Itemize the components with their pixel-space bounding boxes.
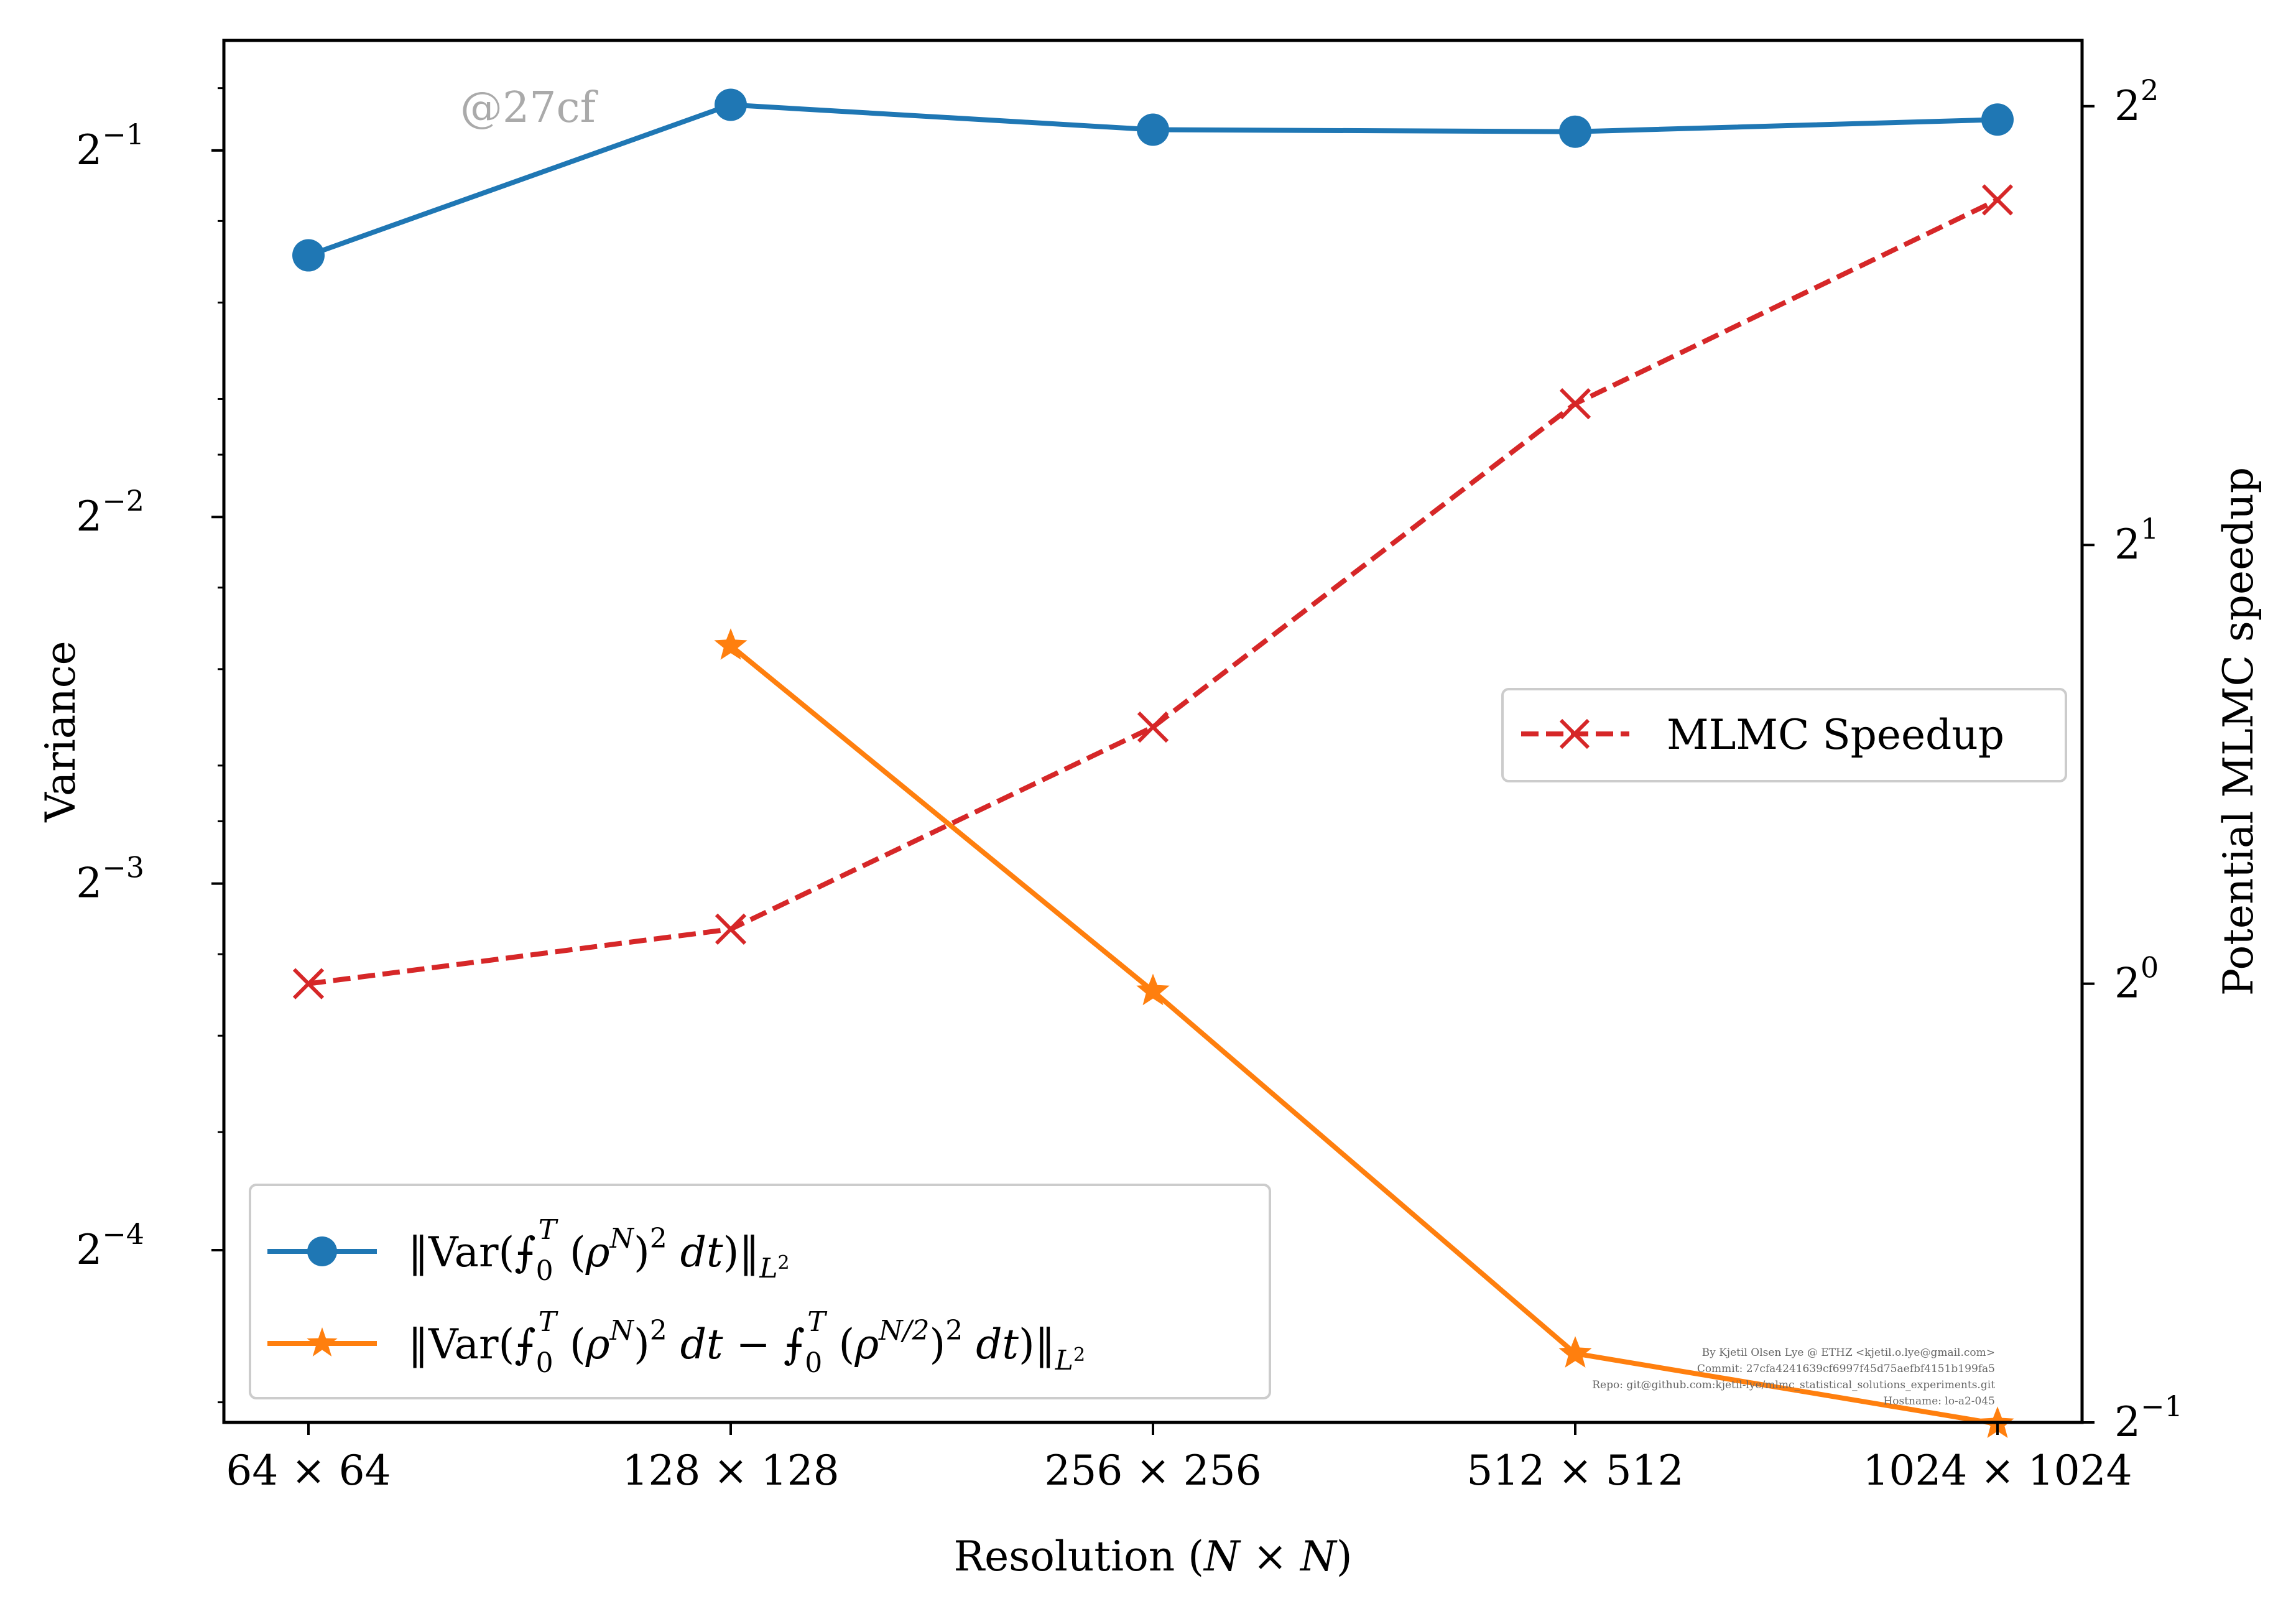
data-point-circle [1137,113,1169,146]
left-axis-label: Variance [37,641,85,823]
right-axis-label: Potential MLMC speedup [2215,467,2262,996]
legend-entry-difference: ‖Var(⨍0T (ρN)2 dt − ⨍0T (ρN/2)2 dt)‖L2 [267,1306,1085,1379]
data-point-x [1559,387,1591,420]
data-point-x [1981,184,2014,216]
series-line [308,197,1999,986]
x-tick-label: 256 × 256 [1044,1447,1261,1495]
series-line [729,644,1998,1427]
legend-entry-variance: ‖Var(⨍0T (ρN)2 dt)‖L2 [267,1214,790,1287]
legend-lower-left: ‖Var(⨍0T (ρN)2 dt)‖L2 ‖Var(⨍0T (ρN)2 dt … [249,1184,1271,1399]
credit-line-hostname: Hostname: lo-a2-045 [1883,1395,1995,1408]
right-tick-label: 22 [2114,73,2159,130]
x-axis-label: Resolution (N × N) [953,1533,1352,1580]
x-axis-ticks: 64 × 64 128 × 128 256 × 256 512 × 512 1024 ×… [226,1422,2132,1495]
data-point-star [1136,973,1170,1006]
legend-marker-star [307,1327,338,1357]
credit-line-commit: Commit: 27cfa4241639cf6997f45d75aefbf415… [1697,1363,1995,1375]
legend-label-variance: ‖Var(⨍0T (ρN)2 dt)‖L2 [408,1214,790,1287]
x-tick-label: 512 × 512 [1466,1447,1683,1495]
data-point-star [1558,1336,1592,1368]
x-tick-label: 1024 × 1024 [1863,1447,2132,1495]
watermark: @27cf [460,83,599,132]
credits-block: By Kjetil Olsen Lye @ ETHZ <kjetil.o.lye… [1592,1347,1995,1408]
credit-line-repo: Repo: git@github.com:kjetil-lye/mlmc_sta… [1592,1379,1995,1391]
data-point-circle [1981,103,2014,136]
series-speedup [292,184,2014,999]
data-point-circle [1559,115,1591,148]
data-point-circle [715,88,747,121]
series-variance [292,88,2014,272]
legend-marker-x [1559,718,1590,749]
legend-label-speedup: MLMC Speedup [1667,711,2004,759]
legend-marker-circle [307,1236,337,1266]
data-point-x [1137,711,1169,743]
credit-line-author: By Kjetil Olsen Lye @ ETHZ <kjetil.o.lye… [1702,1347,1995,1359]
right-tick-label: 20 [2114,951,2159,1008]
data-point-star [714,628,748,660]
legend-box-speedup [1501,688,2067,782]
data-point-x [292,968,325,999]
legend-center-right: MLMC Speedup [1501,688,2067,782]
x-tick-label: 128 × 128 [622,1447,839,1495]
legend-label-difference: ‖Var(⨍0T (ρN)2 dt − ⨍0T (ρN/2)2 dt)‖L2 [408,1306,1085,1379]
legend-box [249,1184,1271,1399]
series-layer [292,88,2014,1438]
data-point-circle [292,239,325,272]
x-tick-label: 64 × 64 [226,1447,391,1495]
data-point-x [715,913,747,945]
